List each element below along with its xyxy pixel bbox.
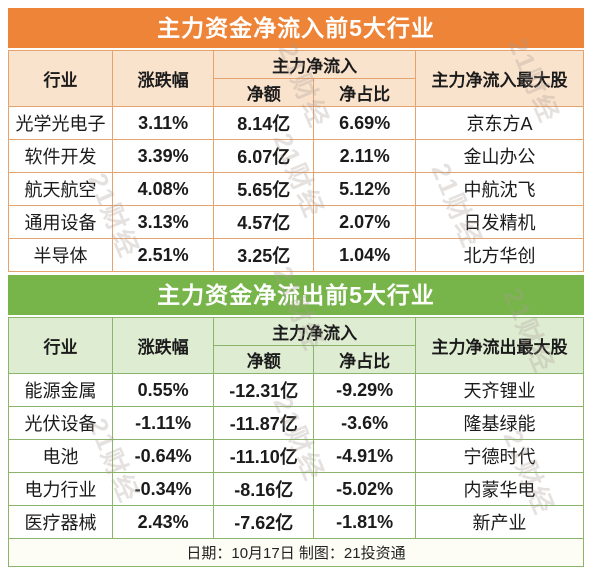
table-row: 电池 -0.64% -11.10亿 -4.91% 宁德时代 [7, 439, 584, 473]
cell-top-stock: 日发精机 [415, 205, 584, 239]
cell-net-amount: -7.62亿 [213, 505, 315, 539]
cell-net-amount: -11.87亿 [213, 406, 315, 440]
table-row: 航天航空 4.08% 5.65亿 5.12% 中航沈飞 [7, 172, 584, 206]
outflow-col-industry: 行业 [7, 317, 114, 374]
table-row: 光学光电子 3.11% 8.14亿 6.69% 京东方A [7, 106, 584, 140]
cell-net-ratio: -1.81% [313, 505, 417, 539]
cell-net-amount: 8.14亿 [213, 106, 315, 140]
outflow-table-header: 行业 涨跌幅 主力净流入 主力净流出最大股 净额 净占比 [7, 317, 584, 374]
tables-wrapper: 主力资金净流入前5大行业 行业 涨跌幅 主力净流入 主力净流入最大股 净额 净占… [7, 8, 584, 567]
cell-top-stock: 天齐锂业 [415, 373, 584, 407]
cell-top-stock: 北方华创 [415, 238, 584, 272]
cell-change: 0.55% [112, 373, 215, 407]
cell-change: -1.11% [112, 406, 215, 440]
cell-net-amount: 4.57亿 [213, 205, 315, 239]
cell-top-stock: 内蒙华电 [415, 472, 584, 506]
cell-industry: 半导体 [7, 238, 114, 272]
table-footer: 日期：10月17日 制图：21投资通 [8, 538, 584, 567]
cell-net-amount: 5.65亿 [213, 172, 315, 206]
cell-net-ratio: 2.11% [313, 139, 417, 173]
cell-net-ratio: 6.69% [313, 106, 417, 140]
cell-change: 3.39% [112, 139, 215, 173]
cell-industry: 医疗器械 [7, 505, 114, 539]
cell-top-stock: 宁德时代 [415, 439, 584, 473]
cell-change: 4.08% [112, 172, 215, 206]
cell-industry: 电力行业 [7, 472, 114, 506]
outflow-col-change: 涨跌幅 [112, 317, 215, 374]
cell-top-stock: 中航沈飞 [415, 172, 584, 206]
cell-change: -0.64% [112, 439, 215, 473]
cell-change: 3.13% [112, 205, 215, 239]
cell-change: 3.11% [112, 106, 215, 140]
footer-note: 日期：10月17日 制图：21投资通 [8, 538, 584, 567]
inflow-col-industry: 行业 [7, 50, 114, 107]
cell-industry: 航天航空 [7, 172, 114, 206]
inflow-col-net-amount: 净额 [213, 78, 315, 107]
cell-net-amount: 3.25亿 [213, 238, 315, 272]
inflow-table-header: 行业 涨跌幅 主力净流入 主力净流入最大股 净额 净占比 [7, 50, 584, 107]
cell-change: 2.43% [112, 505, 215, 539]
table-row: 半导体 2.51% 3.25亿 1.04% 北方华创 [7, 238, 584, 272]
outflow-col-net-amount: 净额 [213, 345, 315, 374]
cell-net-ratio: 5.12% [313, 172, 417, 206]
table-row: 通用设备 3.13% 4.57亿 2.07% 日发精机 [7, 205, 584, 239]
cell-net-ratio: -3.6% [313, 406, 417, 440]
cell-net-ratio: -5.02% [313, 472, 417, 506]
table-row: 电力行业 -0.34% -8.16亿 -5.02% 内蒙华电 [7, 472, 584, 506]
inflow-col-net-ratio: 净占比 [313, 78, 417, 107]
outflow-table-body: 能源金属 0.55% -12.31亿 -9.29% 天齐锂业 光伏设备 -1.1… [7, 373, 584, 539]
cell-net-amount: -12.31亿 [213, 373, 315, 407]
cell-industry: 电池 [7, 439, 114, 473]
inflow-col-top-stock: 主力净流入最大股 [415, 50, 584, 107]
cell-top-stock: 金山办公 [415, 139, 584, 173]
cell-top-stock: 新产业 [415, 505, 584, 539]
table-row: 能源金属 0.55% -12.31亿 -9.29% 天齐锂业 [7, 373, 584, 407]
cell-change: -0.34% [112, 472, 215, 506]
cell-change: 2.51% [112, 238, 215, 272]
table-row: 光伏设备 -1.11% -11.87亿 -3.6% 隆基绿能 [7, 406, 584, 440]
cell-industry: 通用设备 [7, 205, 114, 239]
cell-net-ratio: -4.91% [313, 439, 417, 473]
outflow-col-top-stock: 主力净流出最大股 [415, 317, 584, 374]
outflow-table: 行业 涨跌幅 主力净流入 主力净流出最大股 净额 净占比 能源金属 0.55% … [7, 317, 584, 567]
outflow-title: 主力资金净流出前5大行业 [8, 275, 584, 315]
inflow-table-body: 光学光电子 3.11% 8.14亿 6.69% 京东方A 软件开发 3.39% … [7, 106, 584, 272]
cell-net-amount: 6.07亿 [213, 139, 315, 173]
cell-net-amount: -8.16亿 [213, 472, 315, 506]
cell-top-stock: 京东方A [415, 106, 584, 140]
inflow-title: 主力资金净流入前5大行业 [8, 8, 584, 48]
cell-industry: 光伏设备 [7, 406, 114, 440]
cell-top-stock: 隆基绿能 [415, 406, 584, 440]
cell-net-ratio: 1.04% [313, 238, 417, 272]
inflow-col-change: 涨跌幅 [112, 50, 215, 107]
cell-industry: 软件开发 [7, 139, 114, 173]
inflow-table: 行业 涨跌幅 主力净流入 主力净流入最大股 净额 净占比 光学光电子 3.11%… [7, 50, 584, 272]
inflow-col-flow-group: 主力净流入 [213, 50, 417, 79]
cell-net-amount: -11.10亿 [213, 439, 315, 473]
cell-industry: 能源金属 [7, 373, 114, 407]
outflow-col-flow-group: 主力净流入 [213, 317, 417, 346]
cell-industry: 光学光电子 [7, 106, 114, 140]
table-row: 医疗器械 2.43% -7.62亿 -1.81% 新产业 [7, 505, 584, 539]
cell-net-ratio: -9.29% [313, 373, 417, 407]
table-row: 软件开发 3.39% 6.07亿 2.11% 金山办公 [7, 139, 584, 173]
cell-net-ratio: 2.07% [313, 205, 417, 239]
outflow-col-net-ratio: 净占比 [313, 345, 417, 374]
